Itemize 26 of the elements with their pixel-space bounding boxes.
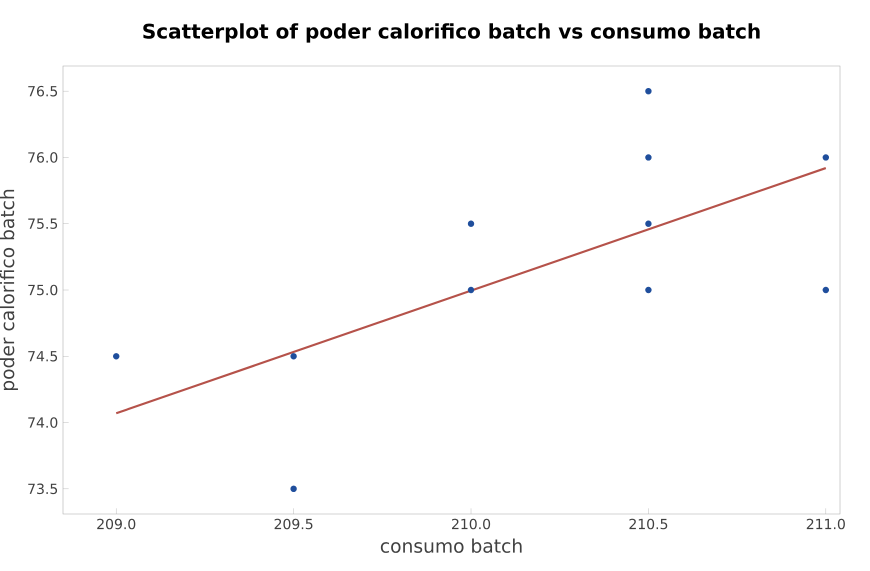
point (468, 286, 474, 294)
x-axis-title: consumo batch (380, 538, 522, 553)
point (645, 154, 652, 161)
point (468, 220, 474, 227)
y-tick-label: 75.0 (28, 284, 58, 296)
y-axis-title: poder calorifico batch (0, 190, 18, 390)
x-tick-label: 210.0 (452, 518, 490, 530)
y-tick-label: 75.5 (28, 218, 58, 229)
point (290, 486, 297, 492)
point (822, 286, 830, 294)
y-tick-label: 73.5 (28, 484, 58, 494)
x-tick-label: 210.5 (629, 518, 668, 530)
x-tick-label: 211.0 (806, 518, 845, 530)
point (645, 88, 652, 94)
x-tick-label: 209.0 (97, 518, 136, 530)
y-tick-label: 76.5 (28, 86, 58, 96)
point (113, 353, 120, 360)
y-tick-label: 74.5 (28, 351, 58, 362)
chart-title: Scatterplot of poder calorifico batch vs consumo batch (143, 23, 760, 43)
x-tick-label: 209.5 (274, 518, 312, 530)
point (822, 154, 830, 161)
y-tick-label: 74.0 (28, 417, 58, 428)
point (645, 286, 652, 294)
y-tick-label: 76.0 (28, 152, 58, 163)
point (290, 353, 297, 360)
point (645, 220, 652, 227)
